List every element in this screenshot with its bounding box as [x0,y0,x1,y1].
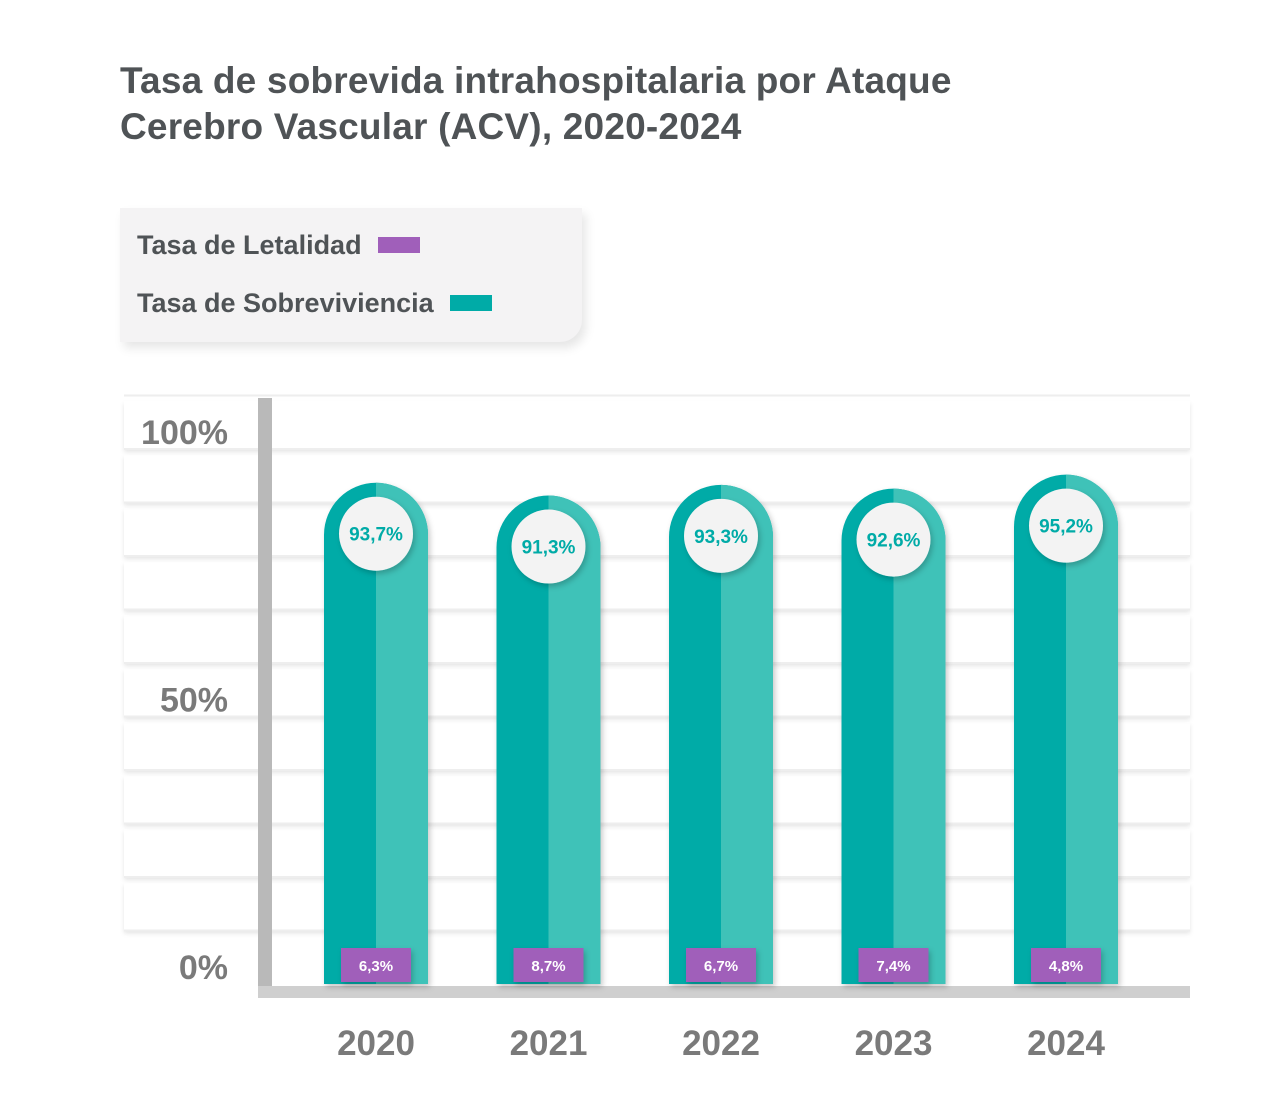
value-label-letalidad: 8,7% [531,958,565,975]
bar-letalidad [1031,948,1101,982]
value-label-sobreviviencia: 91,3% [522,538,576,559]
legend-swatch-letalidad [377,237,420,253]
value-label-letalidad: 4,8% [1049,958,1083,975]
bar-letalidad [858,948,929,982]
x-axis [258,986,1190,998]
gridline-band [124,775,1190,824]
y-axis [258,398,272,996]
chart-title: Tasa de sobrevida intrahospitalaria por … [120,58,1100,150]
value-label-sobreviviencia: 95,2% [1039,517,1093,538]
bar-sobreviviencia-highlight [1066,474,1118,984]
gridline-band [124,882,1190,931]
legend-label-sobreviviencia: Tasa de Sobreviviencia [137,287,434,318]
y-tick-label: 0% [179,949,228,987]
value-label-sobreviviencia: 93,3% [694,527,748,548]
x-tick-label: 2022 [682,1024,760,1063]
value-bubble [339,496,413,571]
bar-sobreviviencia-highlight [893,488,946,984]
bar-sobreviviencia-highlight [721,484,773,984]
legend: Tasa de Letalidad Tasa de Sobreviviencia [120,208,582,342]
gridline-band [124,668,1190,717]
value-label-letalidad: 6,7% [704,958,738,975]
y-tick-label: 100% [141,414,228,452]
x-tick-label: 2021 [510,1024,588,1063]
bar-sobreviviencia-highlight [376,482,428,984]
x-tick-label: 2023 [855,1024,933,1063]
chart-title-line2: Cerebro Vascular (ACV), 2020-2024 [120,106,742,147]
value-label-sobreviviencia: 92,6% [867,531,921,552]
legend-item-letalidad: Tasa de Letalidad [137,228,420,262]
bar-letalidad [341,948,411,982]
gridline-band [124,615,1190,663]
legend-label-letalidad: Tasa de Letalidad [137,229,362,260]
bar-sobreviviencia-highlight [548,495,601,984]
bar-letalidad [513,948,584,982]
x-tick-label: 2020 [337,1024,415,1063]
gridline-band [124,722,1190,770]
gridline-band [124,561,1190,610]
gridline-band [124,401,1190,449]
x-tick-label: 2024 [1027,1024,1105,1063]
gridline-band [124,454,1190,503]
value-bubble [511,509,586,584]
value-bubble [856,502,931,577]
value-label-letalidad: 7,4% [876,958,910,975]
gridline-band [124,829,1190,877]
chart-title-line1: Tasa de sobrevida intrahospitalaria por … [120,60,952,101]
legend-item-sobreviviencia: Tasa de Sobreviviencia [137,286,492,320]
value-bubble [684,498,758,573]
value-bubble [1029,488,1103,563]
value-label-letalidad: 6,3% [359,958,393,975]
gridline-band [124,508,1190,556]
y-tick-label: 50% [160,682,228,720]
value-label-sobreviviencia: 93,7% [349,525,403,546]
legend-swatch-sobreviviencia [449,295,492,311]
bar-letalidad [686,948,756,982]
